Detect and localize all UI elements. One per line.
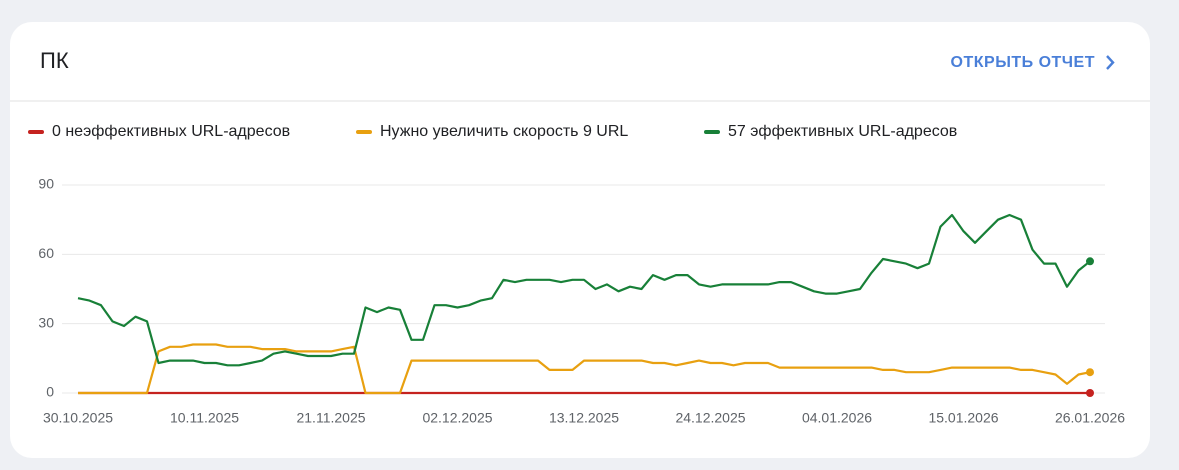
open-report-link[interactable]: ОТКРЫТЬ ОТЧЕТ (951, 54, 1095, 71)
x-tick-label: 10.11.2025 (170, 410, 239, 426)
open-report[interactable]: ОТКРЫТЬ ОТЧЕТ (951, 54, 1115, 71)
end-dot (1086, 257, 1094, 266)
x-tick-label: 15.01.2026 (928, 410, 998, 426)
x-tick-label: 24.12.2025 (675, 410, 745, 426)
end-dot (1086, 368, 1094, 377)
series-line (78, 343, 1091, 395)
card-title: ПК (40, 48, 69, 73)
x-tick-label: 26.01.2026 (1055, 410, 1125, 426)
x-tick-label: 13.12.2025 (549, 410, 619, 426)
y-tick-label: 30 (38, 314, 54, 330)
y-tick-label: 0 (46, 384, 54, 400)
x-tick-label: 04.01.2026 (802, 410, 872, 426)
card (10, 22, 1150, 458)
series-line (77, 213, 1091, 367)
x-tick-label: 02.12.2025 (422, 410, 492, 426)
x-tick-label: 30.10.2025 (43, 410, 113, 426)
chevron[interactable] (1106, 55, 1115, 70)
y-tick-label: 60 (38, 245, 54, 261)
x-tick-label: 21.11.2025 (296, 410, 365, 426)
legend-label: 0 неэффективных URL-адресов (52, 123, 290, 140)
legend-label: 57 эффективных URL-адресов (728, 123, 957, 140)
end-dot (1086, 389, 1094, 397)
y-tick-label: 90 (38, 176, 54, 192)
legend-label: Нужно увеличить скорость 9 URL (380, 123, 628, 140)
